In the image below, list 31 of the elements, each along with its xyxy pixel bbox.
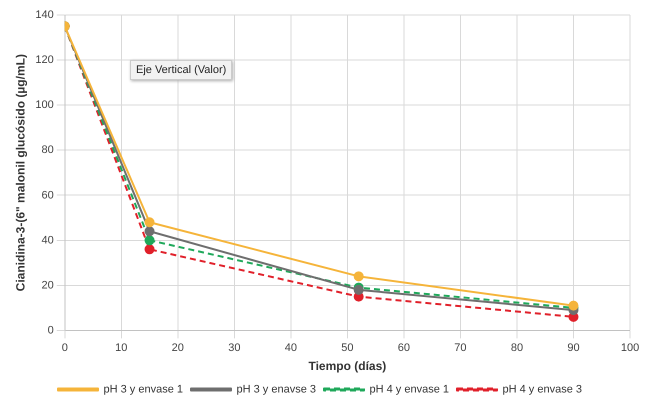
- y-tick-label: 20: [42, 279, 54, 292]
- x-tick-label: 80: [510, 342, 524, 354]
- legend-label: pH 4 y envase 3: [502, 384, 582, 396]
- y-tick-label: 60: [42, 189, 54, 202]
- x-tick-label: 10: [115, 342, 128, 354]
- x-tick-label: 90: [567, 342, 580, 354]
- x-axis-title: Tiempo (días): [308, 359, 386, 374]
- x-tick-label: 40: [284, 342, 297, 354]
- legend-label: pH 3 y enavse 3: [236, 384, 316, 396]
- y-tick-label: 140: [35, 9, 54, 22]
- x-tick-label: 70: [454, 342, 467, 354]
- y-tick-label: 40: [42, 234, 54, 246]
- y-axis-title: Cianidina-3-(6" malonil glucósido (µg/mL): [14, 54, 28, 292]
- y-tick-label: 0: [48, 324, 54, 336]
- point: [144, 217, 155, 228]
- point: [144, 244, 155, 254]
- x-tick-label: 50: [341, 342, 354, 354]
- point: [354, 271, 364, 282]
- x-tick-label: 30: [228, 342, 240, 354]
- point: [144, 235, 155, 246]
- y-tick-label: 120: [35, 54, 54, 66]
- x-tick-label: 20: [172, 342, 184, 354]
- x-tick-label: 100: [620, 342, 640, 354]
- x-tick-label: 60: [398, 342, 410, 354]
- y-tick-label: 80: [42, 144, 54, 156]
- legend-label: pH 3 y envase 1: [104, 384, 184, 396]
- x-tick-label: 0: [62, 342, 68, 354]
- annotation: Eje Vertical (Valor): [130, 60, 232, 80]
- legend-label: pH 4 y envase 1: [370, 384, 449, 396]
- point: [144, 226, 155, 236]
- y-tick-label: 100: [35, 99, 54, 112]
